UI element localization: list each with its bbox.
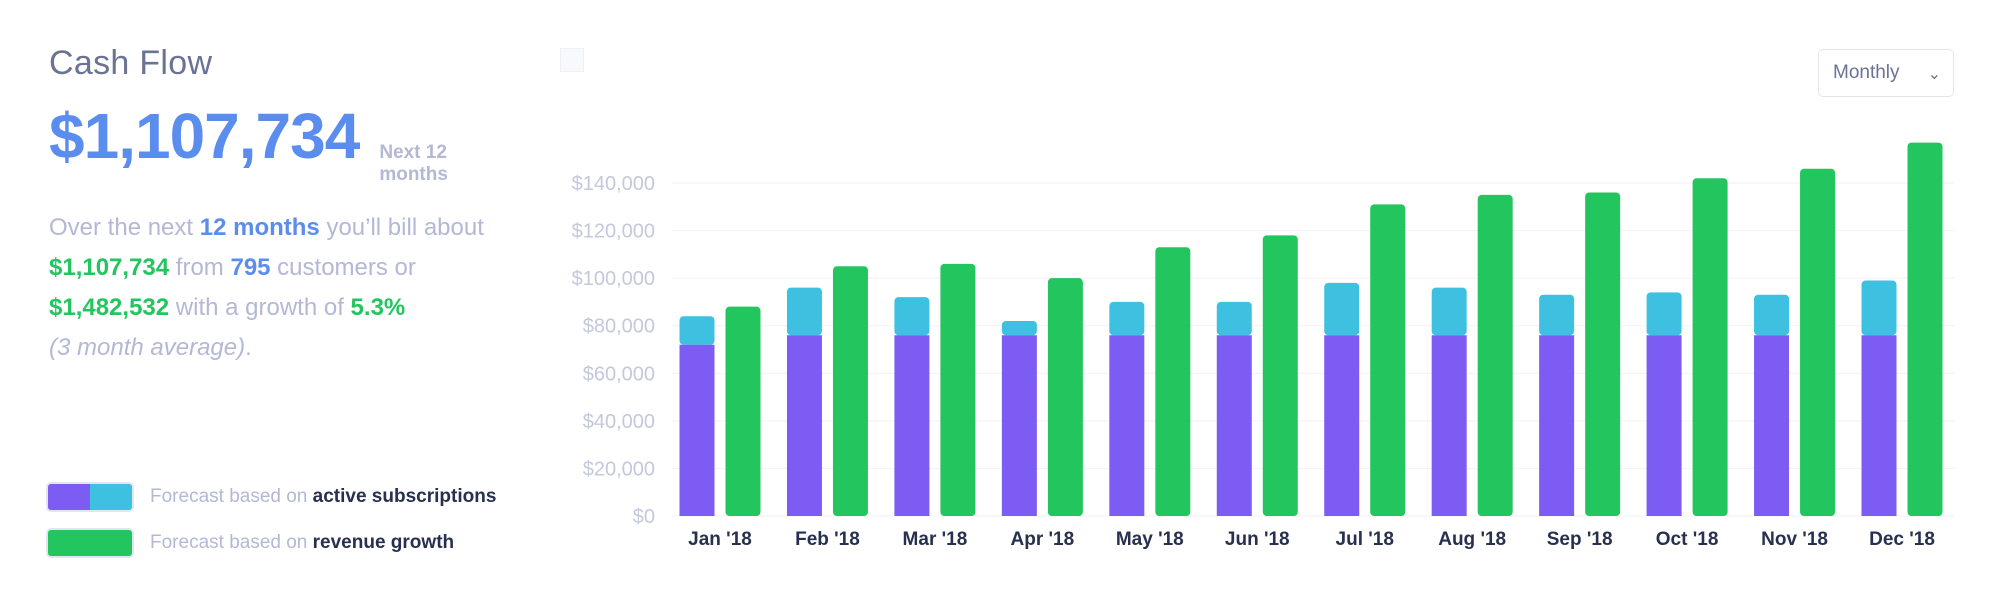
bar-revenue-growth[interactable] [1047,278,1083,516]
x-tick-label: Sep '18 [1547,529,1613,550]
summary-period: . [245,334,252,361]
summary-part: from [169,254,231,281]
y-tick-label: $60,000 [583,363,655,385]
legend-label: Forecast based on active subscriptions [150,486,496,508]
legend-swatch-subscriptions [46,482,134,512]
bar-subscriptions-additional[interactable] [1861,280,1897,336]
chevron-down-icon: ⌄ [1927,66,1941,83]
legend-label-strong: active subscriptions [312,486,497,507]
summary-growth-amount: $1,482,532 [49,294,170,321]
bar-subscriptions-additional[interactable] [786,287,822,336]
bar-subscriptions-additional[interactable] [1216,301,1252,336]
bar-revenue-growth[interactable] [832,266,868,516]
summary-text: Over the next 12 months you’ll bill abou… [49,208,519,368]
summary-months: 12 months [199,214,320,241]
y-tick-label: $0 [633,506,655,528]
total-row: $1,107,734 Next 12 months [49,99,519,186]
bar-subscriptions-base[interactable] [1216,335,1252,516]
summary-amount: $1,107,734 [49,254,170,281]
x-tick-label: Dec '18 [1869,529,1935,550]
x-tick-label: May '18 [1116,529,1184,550]
cash-flow-summary: Cash Flow $1,107,734 Next 12 months Over… [49,44,519,368]
chart-checkbox[interactable] [560,48,584,72]
bar-subscriptions-base[interactable] [894,335,930,516]
x-tick-label: Nov '18 [1761,529,1828,550]
legend-swatch-growth [46,528,134,558]
bar-subscriptions-base[interactable] [1754,335,1790,516]
legend-item-active-subscriptions: Forecast based on active subscriptions [46,474,496,520]
summary-part: with a growth of [169,294,351,321]
y-tick-label: $140,000 [572,173,655,195]
bar-revenue-growth[interactable] [940,263,976,516]
legend-label: Forecast based on revenue growth [150,532,454,554]
y-tick-label: $120,000 [572,221,655,243]
x-tick-label: Oct '18 [1656,529,1719,550]
bar-subscriptions-base[interactable] [1324,335,1360,516]
bar-subscriptions-additional[interactable] [1754,294,1790,336]
summary-part: you’ll bill about [319,214,484,241]
y-tick-label: $100,000 [572,268,655,290]
legend-label-prefix: Forecast based on [150,532,313,553]
bar-revenue-growth[interactable] [1477,194,1513,516]
x-tick-label: Jun '18 [1225,529,1290,550]
summary-part: customers or [270,254,416,281]
interval-select-value: Monthly [1833,62,1900,83]
page-title: Cash Flow [49,44,213,82]
summary-customers: 795 [230,254,271,281]
x-tick-label: Jan '18 [688,529,752,550]
bar-subscriptions-base[interactable] [1431,335,1467,516]
bar-subscriptions-base[interactable] [1001,335,1037,516]
bar-subscriptions-base[interactable] [1539,335,1575,516]
bar-subscriptions-additional[interactable] [1001,320,1037,336]
bar-subscriptions-additional[interactable] [1646,292,1682,336]
bar-revenue-growth[interactable] [1907,142,1943,517]
total-amount: $1,107,734 [49,100,360,172]
bar-revenue-growth[interactable] [1585,192,1621,516]
bar-subscriptions-base[interactable] [786,335,822,516]
chart-legend: Forecast based on active subscriptions F… [46,474,496,566]
bar-subscriptions-additional[interactable] [894,297,930,336]
bar-subscriptions-base[interactable] [1646,335,1682,516]
x-tick-label: Feb '18 [795,529,860,550]
y-tick-label: $20,000 [583,458,655,480]
bar-revenue-growth[interactable] [725,306,761,516]
x-tick-label: Aug '18 [1438,529,1506,550]
legend-label-prefix: Forecast based on [150,486,313,507]
bar-revenue-growth[interactable] [1692,178,1728,516]
bar-revenue-growth[interactable] [1800,168,1836,516]
x-tick-label: Jul '18 [1336,529,1394,550]
summary-growth-rate: 5.3% [350,294,406,321]
y-tick-label: $80,000 [583,316,655,338]
bar-subscriptions-additional[interactable] [679,316,715,345]
bar-subscriptions-base[interactable] [1109,335,1145,516]
bar-revenue-growth[interactable] [1155,247,1191,516]
bar-subscriptions-additional[interactable] [1539,294,1575,336]
bar-revenue-growth[interactable] [1262,235,1298,517]
x-tick-label: Mar '18 [903,529,968,550]
legend-item-revenue-growth: Forecast based on revenue growth [46,520,496,566]
bar-subscriptions-base[interactable] [1861,335,1897,516]
legend-label-strong: revenue growth [312,532,455,553]
bar-subscriptions-additional[interactable] [1324,282,1360,336]
x-tick-label: Apr '18 [1011,529,1075,550]
period-note: Next 12 months [379,142,448,185]
bar-revenue-growth[interactable] [1370,204,1406,516]
interval-select[interactable]: Monthly ⌄ [1818,49,1954,97]
bar-subscriptions-base[interactable] [679,344,715,516]
bar-subscriptions-additional[interactable] [1431,287,1467,336]
y-tick-label: $40,000 [583,411,655,433]
summary-note: (3 month average) [49,334,246,361]
summary-part: Over the next [49,214,200,241]
bar-subscriptions-additional[interactable] [1109,301,1145,336]
